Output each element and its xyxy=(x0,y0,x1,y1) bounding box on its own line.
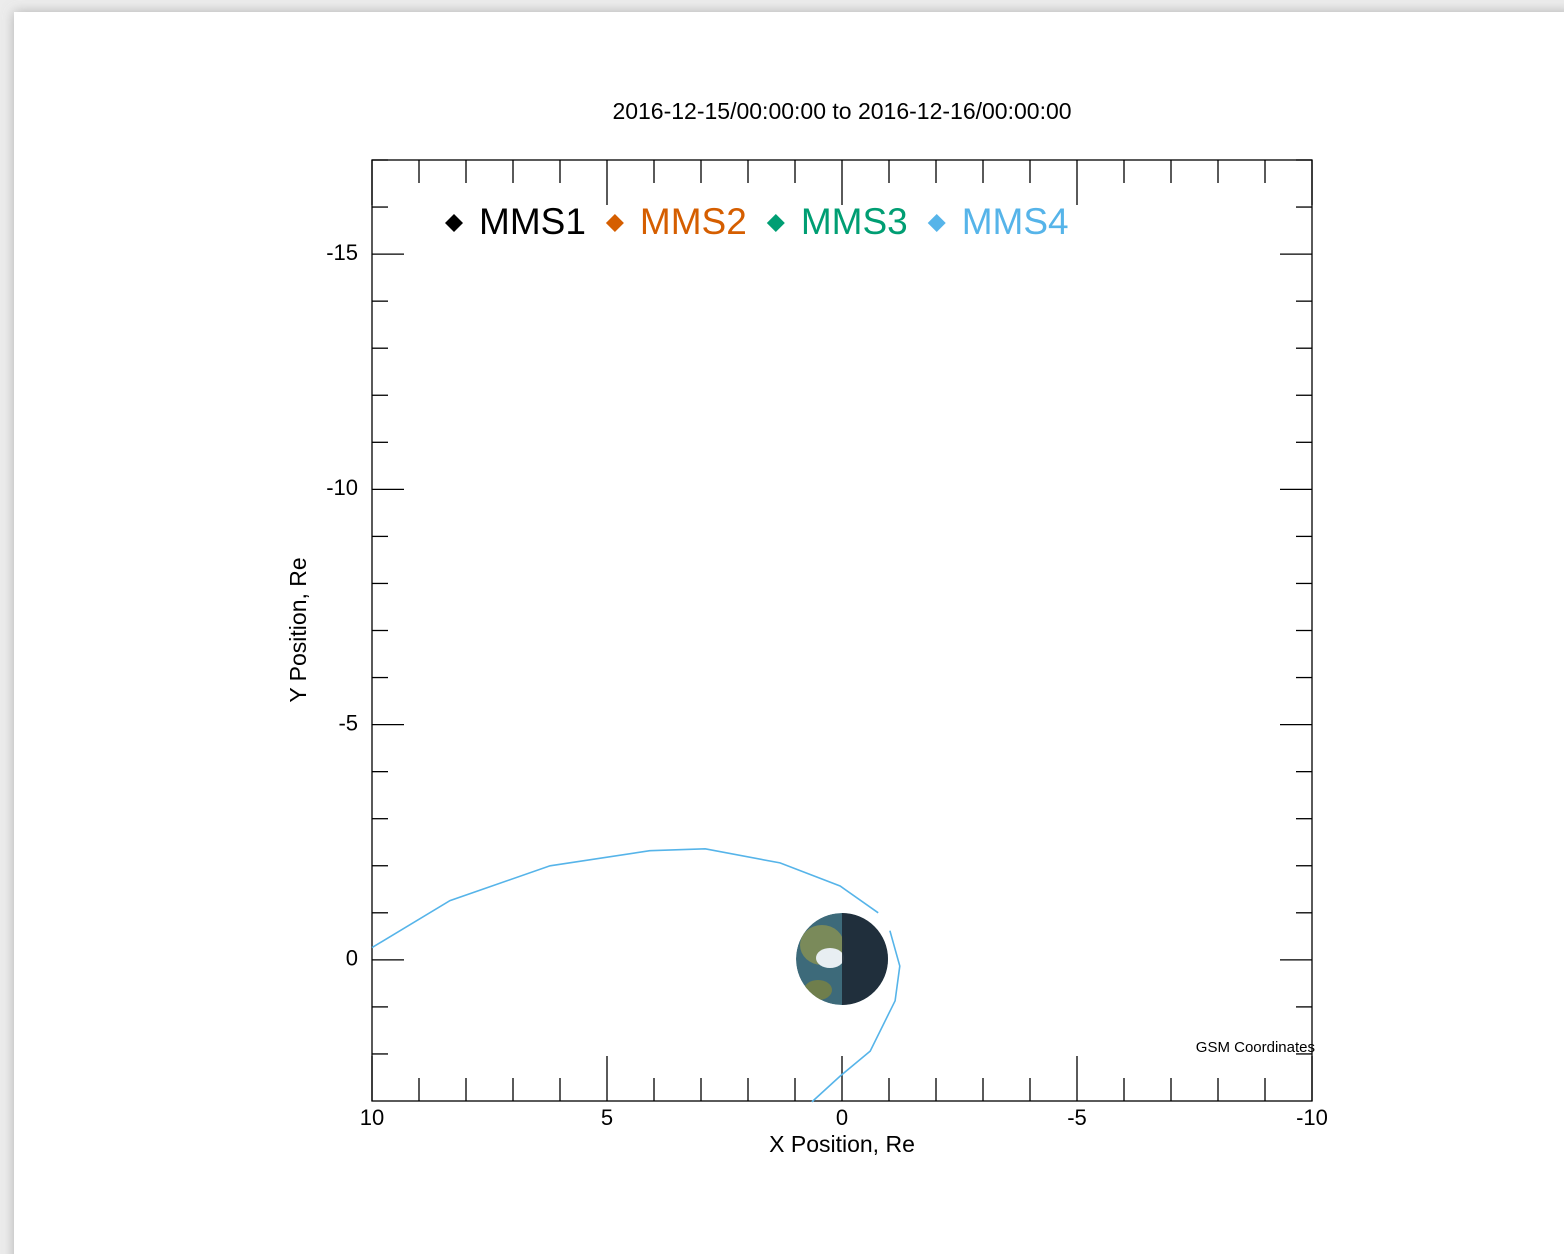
y-tick-label: -5 xyxy=(338,710,358,735)
x-tick-label: 10 xyxy=(360,1105,384,1130)
legend-label: MMS3 xyxy=(801,201,908,242)
y-axis-label: Y Position, Re xyxy=(285,557,311,702)
x-tick-label: -10 xyxy=(1296,1105,1328,1130)
y-tick-label: 0 xyxy=(346,946,358,971)
x-tick-label: -5 xyxy=(1067,1105,1087,1130)
orbit-line xyxy=(371,847,901,1103)
legend-marker xyxy=(927,214,946,232)
y-tick-label: -15 xyxy=(326,240,358,265)
legend-label: MMS2 xyxy=(640,201,747,242)
legend-label: MMS4 xyxy=(962,201,1069,242)
x-axis-label: X Position, Re xyxy=(769,1131,915,1157)
window-frame xyxy=(14,12,1564,1254)
chart-title: 2016-12-15/00:00:00 to 2016-12-16/00:00:… xyxy=(612,98,1071,124)
legend-marker xyxy=(766,214,785,232)
x-tick-label: 5 xyxy=(601,1105,613,1130)
legend-label: MMS1 xyxy=(479,201,586,242)
x-tick-label: 0 xyxy=(836,1105,848,1130)
annotation: GSM Coordinates xyxy=(1196,1039,1315,1056)
legend-marker xyxy=(605,214,624,232)
legend-marker xyxy=(445,214,463,232)
y-tick-label: -10 xyxy=(326,475,358,500)
